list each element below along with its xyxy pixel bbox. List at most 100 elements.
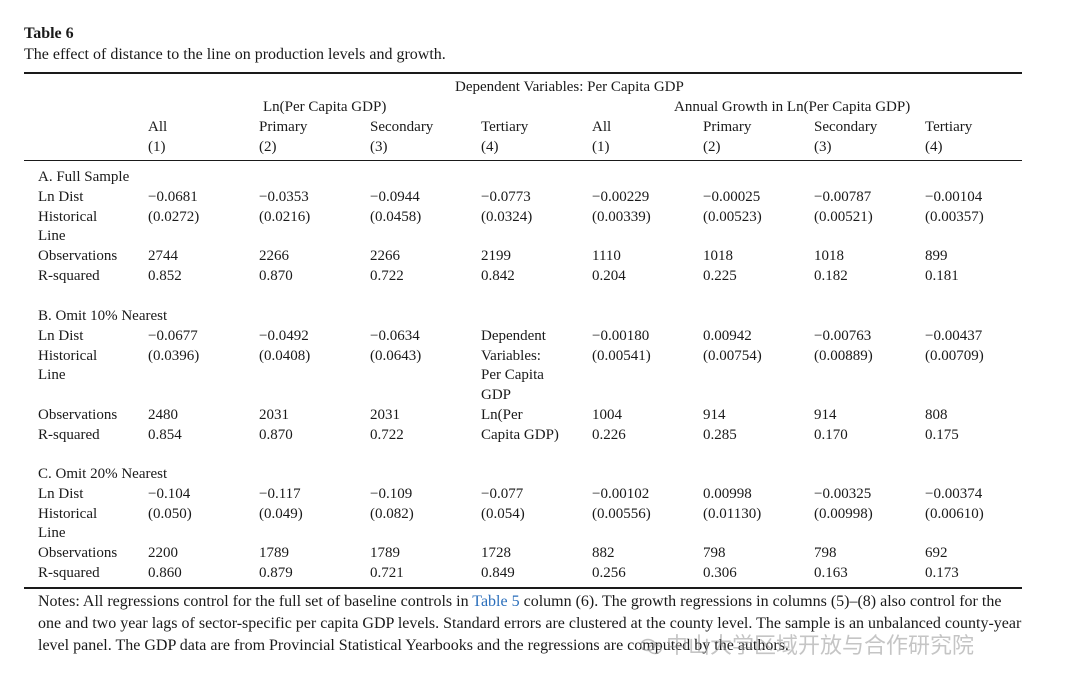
r2-cell: 0.879	[259, 565, 293, 581]
wechat-icon	[640, 638, 662, 655]
column-name: Tertiary	[481, 119, 529, 135]
row-label: Line	[38, 228, 66, 244]
column-name: Primary	[259, 119, 308, 135]
se-cell: (0.0458)	[370, 209, 422, 225]
obs-cell: 1018	[703, 248, 733, 264]
obs-cell: 798	[814, 545, 837, 561]
column-name: Tertiary	[925, 119, 973, 135]
r2-cell: 0.722	[370, 268, 404, 284]
obs-cell: Ln(Per	[481, 407, 523, 423]
coef-cell: −0.077	[481, 486, 524, 502]
obs-cell: 899	[925, 248, 948, 264]
obs-cell: 1789	[370, 545, 400, 561]
coef-cell: −0.00104	[925, 189, 983, 205]
column-name: Primary	[703, 119, 752, 135]
obs-cell: 2266	[370, 248, 400, 264]
row-label: Historical	[38, 348, 98, 364]
se-cell: (0.082)	[370, 506, 414, 522]
coef-cell: −0.00325	[814, 486, 872, 502]
column-number: (1)	[592, 139, 610, 155]
extra-cell: GDP	[481, 387, 512, 403]
table-number: Table 6	[24, 25, 74, 42]
coef-cell: −0.00229	[592, 189, 650, 205]
coef-cell: −0.109	[370, 486, 413, 502]
coef-cell: Dependent	[481, 328, 546, 344]
column-number: (3)	[370, 139, 388, 155]
column-name: Secondary	[370, 119, 434, 135]
r2-cell: 0.204	[592, 268, 626, 284]
coef-cell: −0.00437	[925, 328, 983, 344]
se-cell: (0.050)	[148, 506, 192, 522]
table-notes: Notes: All regressions control for the f…	[38, 591, 1028, 657]
obs-cell: 2744	[148, 248, 178, 264]
column-number: (1)	[148, 139, 166, 155]
coef-cell: −0.0634	[370, 328, 420, 344]
column-name: Secondary	[814, 119, 878, 135]
obs-cell: 1004	[592, 407, 622, 423]
obs-cell: 1110	[592, 248, 621, 264]
extra-cell: Per Capita	[481, 367, 544, 383]
row-label: Line	[38, 367, 66, 383]
header-group-levels: Ln(Per Capita GDP)	[263, 99, 387, 115]
r2-cell: 0.163	[814, 565, 848, 581]
obs-cell: 914	[703, 407, 726, 423]
se-cell: (0.054)	[481, 506, 525, 522]
coef-cell: −0.0773	[481, 189, 531, 205]
coef-cell: 0.00942	[703, 328, 752, 344]
table-caption: Table 6 The effect of distance to the li…	[24, 24, 446, 65]
obs-cell: 2200	[148, 545, 178, 561]
se-cell: (0.0272)	[148, 209, 200, 225]
r2-cell: 0.854	[148, 427, 182, 443]
r2-cell: 0.181	[925, 268, 959, 284]
r2-cell: 0.225	[703, 268, 737, 284]
row-label: Observations	[38, 248, 118, 264]
header-dependent-variables: Dependent Variables: Per Capita GDP	[455, 79, 684, 95]
obs-cell: 692	[925, 545, 948, 561]
r2-cell: 0.285	[703, 427, 737, 443]
obs-cell: 2266	[259, 248, 289, 264]
r2-cell: Capita GDP)	[481, 427, 559, 443]
r2-cell: 0.721	[370, 565, 404, 581]
r2-cell: 0.870	[259, 427, 293, 443]
se-cell: (0.00556)	[592, 506, 651, 522]
watermark-text: 中山大学区域开放与合作研究院	[666, 634, 975, 659]
table-5-link[interactable]: Table 5	[472, 593, 520, 610]
coef-cell: −0.0353	[259, 189, 309, 205]
row-label: Historical	[38, 506, 98, 522]
se-cell: (0.00541)	[592, 348, 651, 364]
coef-cell: 0.00998	[703, 486, 752, 502]
coef-cell: −0.00763	[814, 328, 872, 344]
coef-cell: −0.00180	[592, 328, 650, 344]
row-label: Ln Dist	[38, 486, 84, 502]
se-cell: (0.049)	[259, 506, 303, 522]
r2-cell: 0.175	[925, 427, 959, 443]
coef-cell: −0.00025	[703, 189, 761, 205]
coef-cell: −0.00374	[925, 486, 983, 502]
coef-cell: −0.117	[259, 486, 301, 502]
obs-cell: 1018	[814, 248, 844, 264]
se-cell: (0.00889)	[814, 348, 873, 364]
column-number: (4)	[925, 139, 943, 155]
r2-cell: 0.226	[592, 427, 626, 443]
r2-cell: 0.870	[259, 268, 293, 284]
row-label: Observations	[38, 545, 118, 561]
row-label: Line	[38, 525, 66, 541]
se-cell: (0.01130)	[703, 506, 762, 522]
row-label: Ln Dist	[38, 189, 84, 205]
obs-cell: 914	[814, 407, 837, 423]
se-cell: Variables:	[481, 348, 541, 364]
header-group-growth: Annual Growth in Ln(Per Capita GDP)	[674, 99, 911, 115]
obs-cell: 2031	[259, 407, 289, 423]
coef-cell: −0.0492	[259, 328, 309, 344]
column-number: (2)	[703, 139, 721, 155]
obs-cell: 798	[703, 545, 726, 561]
r2-cell: 0.860	[148, 565, 182, 581]
notes-text-2: column (6). The growth regressions in co…	[38, 593, 1022, 654]
section-title: B. Omit 10% Nearest	[38, 308, 168, 324]
column-number: (3)	[814, 139, 832, 155]
se-cell: (0.00998)	[814, 506, 873, 522]
header-rule	[24, 160, 1022, 161]
column-name: All	[148, 119, 168, 135]
row-label: R-squared	[38, 565, 100, 581]
row-label: R-squared	[38, 427, 100, 443]
